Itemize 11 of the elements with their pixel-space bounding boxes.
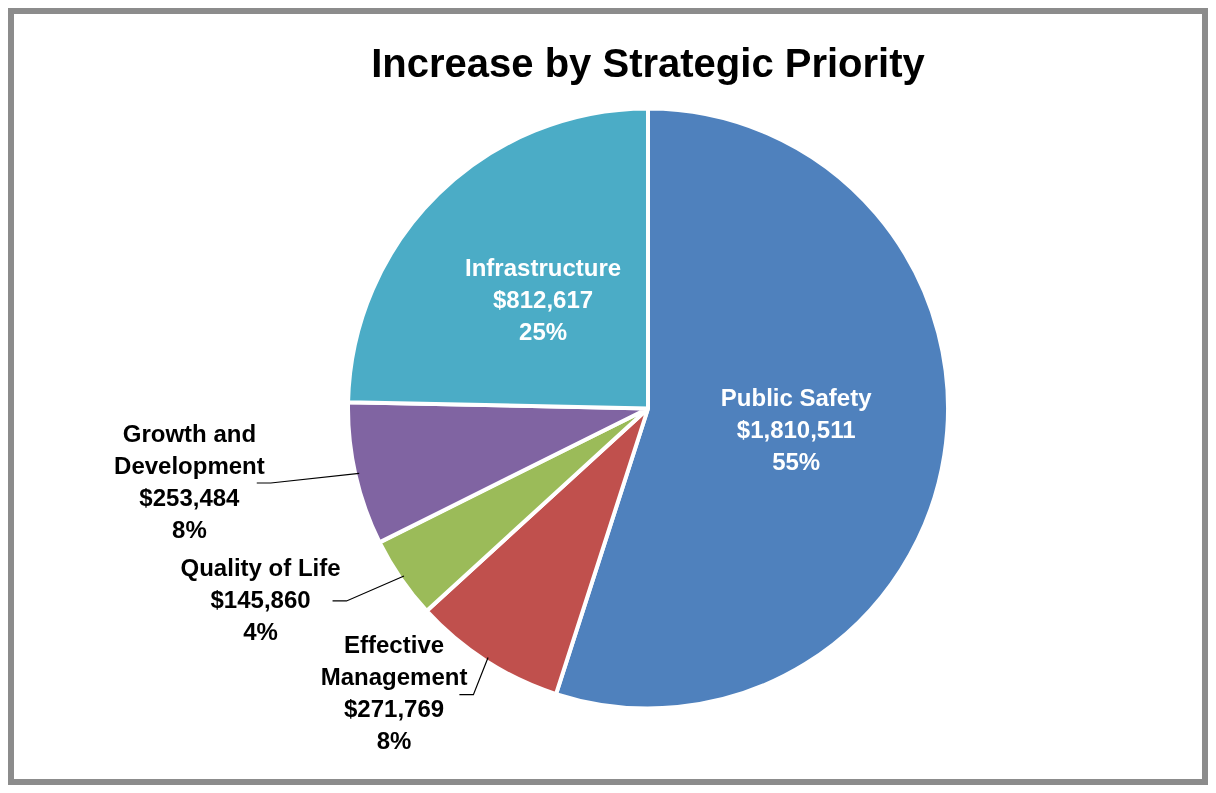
data-label: $1,810,511 55% — [736, 416, 856, 476]
slice-label: Public Safety — [720, 384, 873, 412]
slice-label: Growth and Development — [114, 419, 265, 479]
data-label: $253,484 8% — [139, 483, 241, 543]
data-label: $812,617 25% — [492, 285, 594, 345]
slice-label: Effective Management — [320, 631, 468, 691]
data-label: $271,769 8% — [344, 695, 445, 755]
chart-title: Increase by Strategic Priority — [371, 41, 926, 86]
data-label: $145,860 4% — [210, 585, 311, 645]
slice-label: Infrastructure — [465, 253, 622, 281]
slice-label: Quality of Life — [180, 553, 341, 581]
